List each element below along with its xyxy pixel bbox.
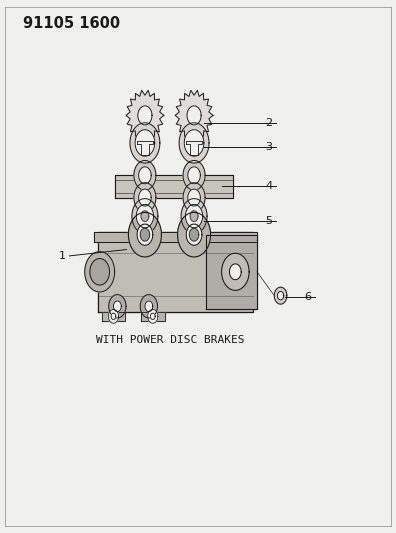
Polygon shape: [109, 310, 118, 323]
Text: 91105 1600: 91105 1600: [23, 16, 120, 31]
Polygon shape: [98, 232, 253, 312]
Polygon shape: [139, 167, 151, 184]
Polygon shape: [137, 224, 153, 245]
Polygon shape: [111, 313, 116, 319]
Text: 4: 4: [265, 181, 272, 191]
Polygon shape: [191, 102, 197, 309]
Polygon shape: [274, 287, 287, 304]
Polygon shape: [132, 199, 158, 233]
Text: 6: 6: [305, 292, 312, 302]
Text: 3: 3: [265, 142, 272, 152]
Polygon shape: [136, 205, 154, 228]
Polygon shape: [222, 253, 249, 290]
Polygon shape: [175, 90, 213, 141]
Polygon shape: [90, 259, 110, 285]
Polygon shape: [145, 301, 153, 312]
Polygon shape: [140, 295, 158, 318]
Polygon shape: [137, 141, 153, 155]
Polygon shape: [183, 183, 205, 213]
Polygon shape: [187, 106, 201, 125]
Polygon shape: [109, 295, 126, 318]
Polygon shape: [278, 292, 284, 300]
Polygon shape: [141, 211, 149, 221]
Polygon shape: [188, 167, 200, 184]
Polygon shape: [115, 175, 233, 198]
Polygon shape: [186, 224, 202, 245]
Polygon shape: [102, 312, 125, 321]
Polygon shape: [141, 312, 165, 321]
Polygon shape: [186, 141, 202, 155]
Polygon shape: [142, 102, 148, 309]
Polygon shape: [206, 235, 257, 309]
Polygon shape: [229, 264, 241, 280]
Polygon shape: [130, 123, 160, 163]
Polygon shape: [134, 183, 156, 213]
Polygon shape: [138, 106, 152, 125]
Polygon shape: [188, 189, 200, 206]
Polygon shape: [140, 228, 150, 241]
Polygon shape: [134, 160, 156, 190]
Polygon shape: [190, 211, 198, 221]
Polygon shape: [94, 232, 257, 241]
Polygon shape: [184, 130, 204, 156]
Polygon shape: [128, 213, 162, 257]
Text: 1: 1: [59, 251, 66, 261]
Text: 5: 5: [265, 216, 272, 226]
Polygon shape: [177, 213, 211, 257]
Text: 2: 2: [265, 118, 272, 128]
Polygon shape: [185, 205, 203, 228]
Polygon shape: [139, 189, 151, 206]
Polygon shape: [85, 252, 114, 292]
Polygon shape: [135, 130, 155, 156]
Polygon shape: [179, 123, 209, 163]
Polygon shape: [126, 90, 164, 141]
Polygon shape: [150, 313, 155, 319]
Polygon shape: [189, 228, 199, 241]
Polygon shape: [181, 199, 207, 233]
Polygon shape: [183, 160, 205, 190]
Polygon shape: [148, 310, 158, 323]
Polygon shape: [114, 301, 121, 312]
Text: WITH POWER DISC BRAKES: WITH POWER DISC BRAKES: [96, 335, 245, 345]
